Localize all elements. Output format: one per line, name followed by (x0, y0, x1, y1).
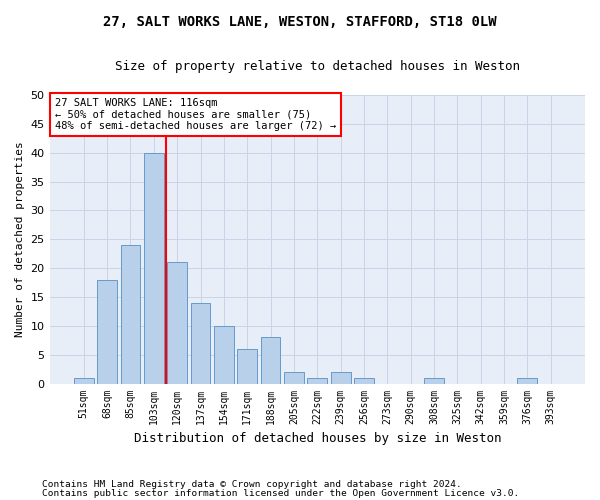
Bar (214, 326, 234, 384)
Bar (74, 378, 94, 384)
Bar (517, 378, 538, 384)
Bar (307, 378, 327, 384)
Bar (144, 152, 164, 384)
Bar (260, 338, 280, 384)
Title: Size of property relative to detached houses in Weston: Size of property relative to detached ho… (115, 60, 520, 73)
Bar (354, 378, 374, 384)
Text: 27 SALT WORKS LANE: 116sqm
← 50% of detached houses are smaller (75)
48% of semi: 27 SALT WORKS LANE: 116sqm ← 50% of deta… (55, 98, 336, 131)
Bar (284, 372, 304, 384)
Text: 27, SALT WORKS LANE, WESTON, STAFFORD, ST18 0LW: 27, SALT WORKS LANE, WESTON, STAFFORD, S… (103, 15, 497, 29)
Text: Contains HM Land Registry data © Crown copyright and database right 2024.: Contains HM Land Registry data © Crown c… (42, 480, 462, 489)
Bar (424, 378, 444, 384)
Bar (121, 245, 140, 384)
Bar (191, 303, 211, 384)
Y-axis label: Number of detached properties: Number of detached properties (15, 142, 25, 337)
Bar (238, 349, 257, 384)
Bar (97, 280, 117, 384)
Text: Contains public sector information licensed under the Open Government Licence v3: Contains public sector information licen… (42, 488, 519, 498)
Bar (167, 262, 187, 384)
X-axis label: Distribution of detached houses by size in Weston: Distribution of detached houses by size … (134, 432, 501, 445)
Bar (331, 372, 350, 384)
